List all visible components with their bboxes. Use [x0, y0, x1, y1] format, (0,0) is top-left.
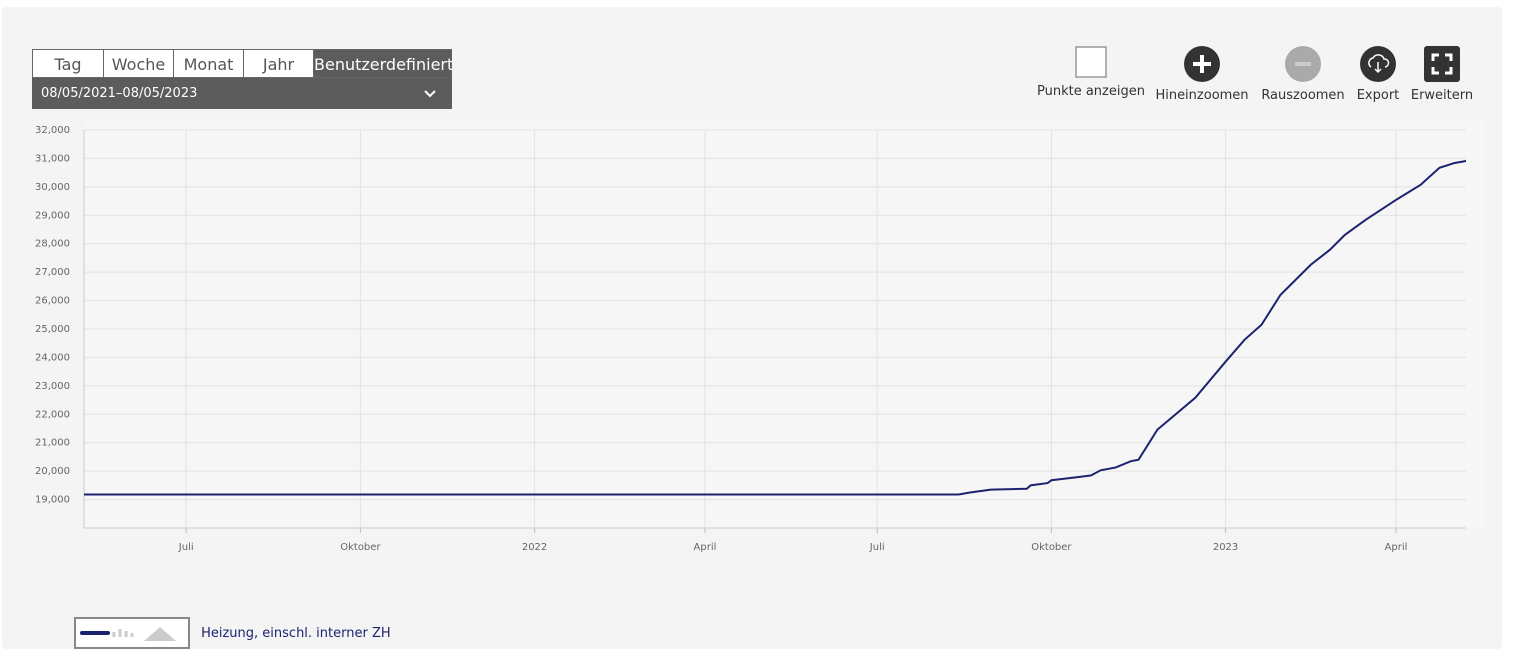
y-tick-label: 28,000 [35, 239, 70, 250]
button[interactable]: Hineinzoomen [1154, 46, 1250, 103]
legend-label: Heizung, einschl. interner ZH [201, 625, 391, 641]
button[interactable]: Export [1354, 46, 1402, 103]
legend[interactable]: Heizung, einschl. interner ZH [74, 617, 391, 649]
x-tick-label: Oktober [1031, 542, 1072, 553]
button[interactable]: Punkte anzeigen [1036, 46, 1146, 99]
legend-icon [74, 617, 190, 649]
tab[interactable]: Tag [32, 49, 104, 78]
date-range-text: 08/05/2021–08/05/2023 [41, 86, 198, 101]
y-tick-label: 19,000 [35, 495, 70, 506]
x-tick-label: April [1385, 542, 1408, 553]
checkbox-icon [1075, 46, 1107, 78]
x-tick-label: Juli [178, 542, 194, 553]
y-tick-label: 32,000 [35, 125, 70, 136]
button-label: Hineinzoomen [1155, 88, 1249, 103]
button-label: Erweitern [1410, 88, 1474, 103]
x-tick-label: Oktober [340, 542, 381, 553]
y-tick-label: 22,000 [35, 409, 70, 420]
tab[interactable]: Woche [103, 49, 174, 78]
y-tick-label: 26,000 [35, 296, 70, 307]
date-range[interactable]: 08/05/2021–08/05/2023 [32, 78, 452, 109]
y-tick-label: 30,000 [35, 182, 70, 193]
y-tick-label: 20,000 [35, 466, 70, 477]
tab[interactable]: Jahr [243, 49, 314, 78]
x-tick-label: Juli [869, 542, 885, 553]
button[interactable]: Rauszoomen [1258, 46, 1348, 103]
button-label: Export [1356, 88, 1400, 103]
tab-bar: Tag Woche Monat Jahr Benutzerdefiniert 0… [32, 49, 453, 109]
expand-icon [1424, 46, 1460, 82]
y-tick-label: 24,000 [35, 352, 70, 363]
tab[interactable]: Benutzerdefiniert [313, 49, 453, 78]
x-tick-label: 2022 [522, 542, 547, 553]
plot-area [84, 120, 1486, 528]
button-label: Punkte anzeigen [1037, 84, 1145, 99]
export-icon [1360, 46, 1396, 82]
y-tick-label: 21,000 [35, 438, 70, 449]
button-label: Rauszoomen [1261, 88, 1345, 103]
x-tick-label: 2023 [1213, 542, 1238, 553]
data-line [84, 160, 1467, 496]
x-tick-label: April [694, 542, 717, 553]
zoom-in-icon [1184, 46, 1220, 82]
y-tick-label: 27,000 [35, 267, 70, 278]
zoom-out-icon [1285, 46, 1321, 82]
tab[interactable]: Monat [173, 49, 244, 78]
y-tick-label: 29,000 [35, 210, 70, 221]
chevron [424, 90, 436, 98]
y-tick-label: 25,000 [35, 324, 70, 335]
y-tick-label: 31,000 [35, 153, 70, 164]
y-tick-label: 23,000 [35, 381, 70, 392]
button[interactable]: Erweitern [1408, 46, 1476, 103]
